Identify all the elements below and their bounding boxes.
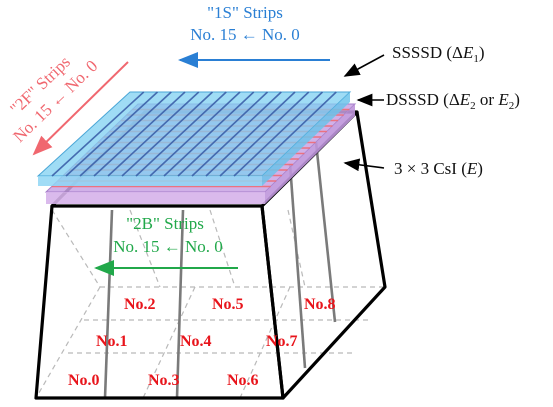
- ssssd-strip-line: [79, 91, 172, 177]
- ssssd-strip-line: [93, 91, 186, 177]
- strips-1s-title: "1S" Strips: [207, 3, 283, 22]
- crystal-labels: No.0 No.1 No.2 No.3 No.4 No.5 No.6 No.7 …: [68, 296, 336, 389]
- strips-2f-arrow: [32, 61, 129, 156]
- crystal-label-8: No.8: [304, 296, 336, 313]
- csi-name: 3 × 3 CsI: [394, 159, 457, 178]
- csi-pointer-arrow: [343, 158, 385, 172]
- dsssd-sub: 2: [470, 100, 476, 112]
- csi-crystal-dividers: [103, 141, 337, 399]
- ssssd-strip-line: [219, 91, 310, 177]
- dsssd-label: DSSSD (ΔE2 or E2): [386, 90, 520, 112]
- ssssd-label: SSSSD (ΔE1): [392, 43, 485, 65]
- dsssd-var: E: [459, 90, 471, 109]
- ssssd-var: E: [462, 43, 474, 62]
- ssssd-pointer-arrow: [343, 54, 385, 77]
- ssssd-strip-line: [51, 91, 145, 177]
- dsssd-name: DSSSD: [386, 90, 439, 109]
- strips-1s-range: No. 15 ← No. 0: [190, 25, 300, 44]
- ssssd-strip-line: [163, 91, 255, 177]
- ssssd-sub: 1: [473, 53, 479, 65]
- crystal-label-0: No.0: [68, 372, 100, 389]
- ssssd-strip-line: [135, 91, 227, 177]
- ssssd-strip-line: [177, 91, 269, 177]
- csi-label-group: 3 × 3 CsI (E): [343, 158, 483, 178]
- ssssd-delta: Δ: [452, 43, 463, 62]
- csi-label: 3 × 3 CsI (E): [394, 159, 483, 178]
- strips-2b-title: "2B" Strips: [126, 214, 204, 233]
- ssssd-name: SSSSD: [392, 43, 442, 62]
- dsssd-sub2: 2: [509, 100, 515, 112]
- crystal-label-5: No.5: [212, 296, 244, 313]
- crystal-label-6: No.6: [227, 372, 259, 389]
- dsssd-label-group: DSSSD (ΔE2 or E2): [356, 90, 520, 112]
- strips-1s-annotation: "1S" Strips No. 15 ← No. 0: [178, 3, 330, 68]
- ssssd-strips: [51, 91, 337, 177]
- crystal-label-1: No.1: [96, 333, 128, 350]
- ssssd-strip-line: [149, 91, 241, 177]
- ssssd-strip-line: [247, 91, 337, 177]
- crystal-label-2: No.2: [124, 296, 156, 313]
- ssssd-strip-line: [233, 91, 324, 177]
- csi-var: E: [466, 159, 478, 178]
- ssssd-label-group: SSSSD (ΔE1): [343, 43, 485, 77]
- strips-2b-range: No. 15 ← No. 0: [113, 237, 223, 256]
- strips-2f-annotation: "2F" Strips No. 15 ← No. 0: [6, 52, 101, 146]
- ssssd-strip-line: [107, 91, 200, 177]
- crystal-label-7: No.7: [266, 333, 298, 350]
- dsssd-var2: E: [497, 90, 509, 109]
- dsssd-or: or: [480, 90, 495, 109]
- crystal-label-3: No.3: [148, 372, 180, 389]
- ssssd-strip-line: [121, 91, 214, 177]
- ssssd-strip-line: [205, 91, 296, 177]
- ssssd-strip-line: [191, 91, 282, 177]
- dsssd-delta: Δ: [449, 90, 460, 109]
- ssssd-strip-line: [65, 91, 159, 177]
- crystal-label-4: No.4: [180, 333, 212, 350]
- strips-2b-annotation: "2B" Strips No. 15 ← No. 0: [94, 214, 238, 276]
